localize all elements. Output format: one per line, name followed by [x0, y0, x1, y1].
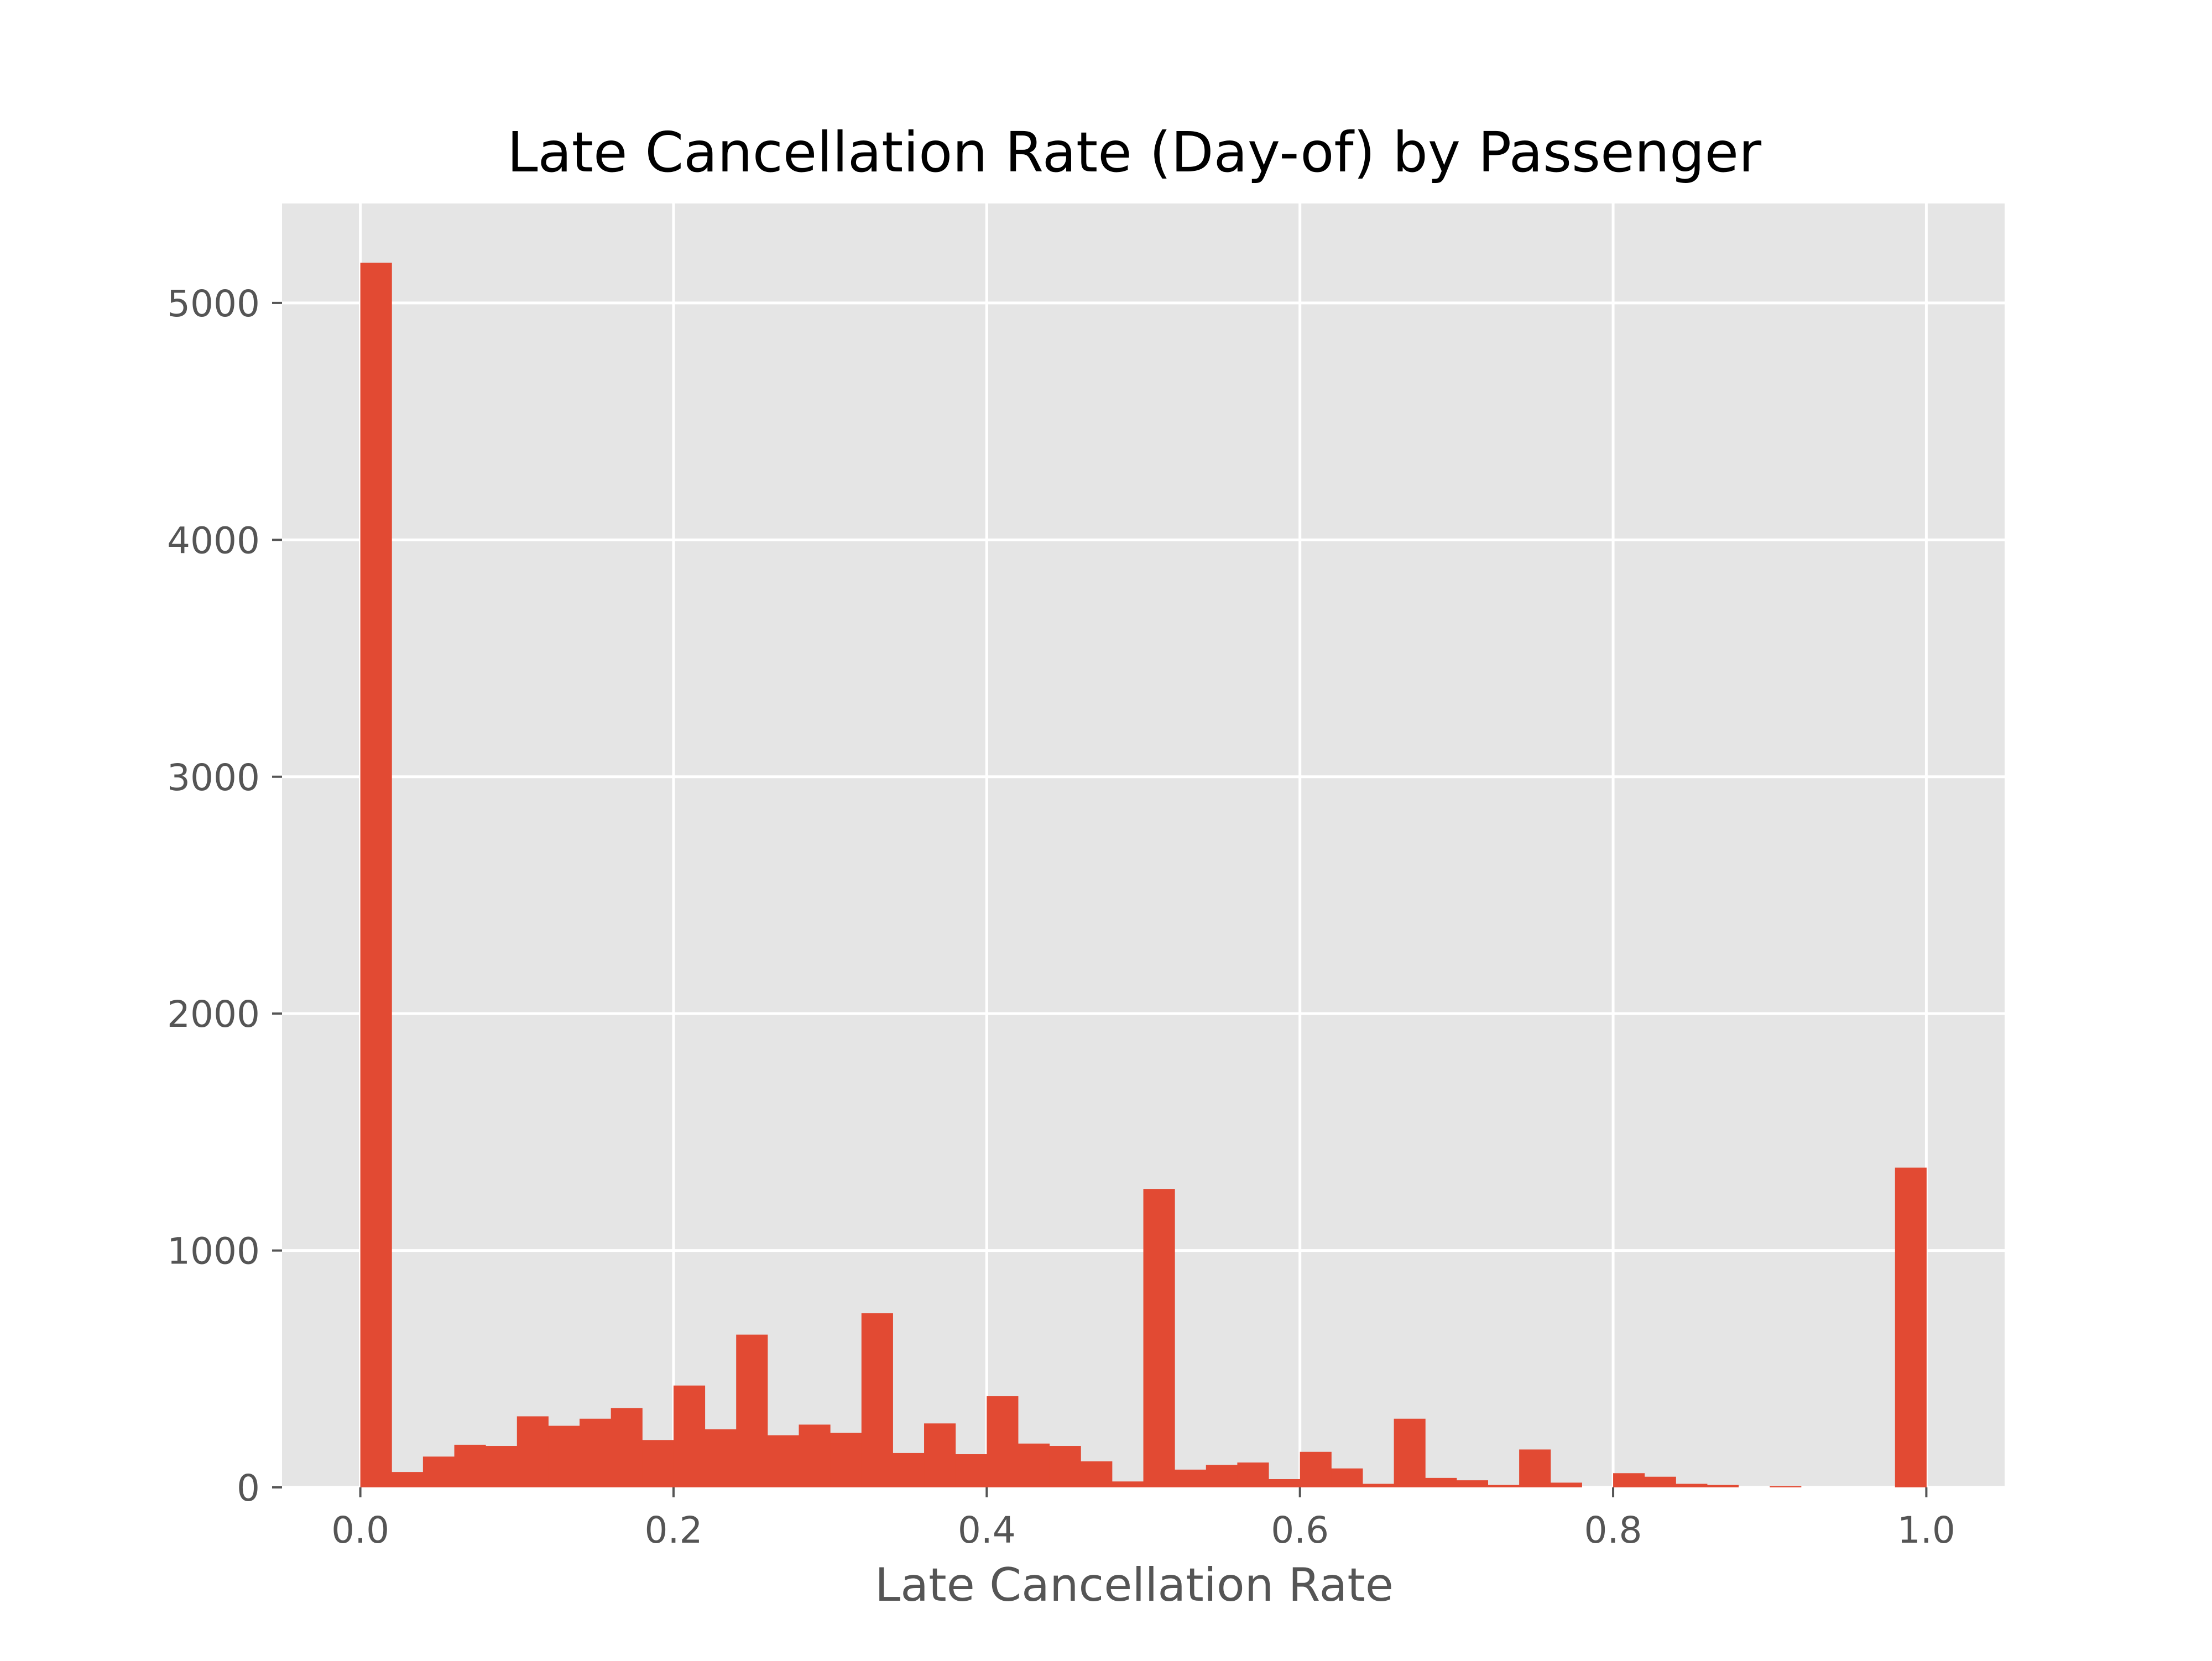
y-tick-label: 5000 [167, 283, 260, 325]
y-tick-label: 2000 [167, 993, 260, 1036]
histogram-bar [1362, 1484, 1395, 1487]
histogram-bar [1613, 1473, 1645, 1487]
histogram-bar [987, 1396, 1019, 1487]
histogram-bar [767, 1435, 799, 1487]
histogram-bar [517, 1416, 549, 1487]
chart-title: Late Cancellation Rate (Day-of) by Passe… [507, 120, 1762, 185]
histogram-bar [1175, 1469, 1207, 1487]
histogram-bar [1895, 1167, 1927, 1487]
histogram-bar [1269, 1479, 1301, 1487]
histogram-bar [580, 1418, 612, 1487]
histogram-bar [736, 1334, 768, 1487]
histogram-bar [955, 1454, 987, 1487]
histogram-bar [1456, 1480, 1488, 1487]
histogram-bar [893, 1453, 925, 1487]
histogram-bar [799, 1424, 831, 1487]
histogram-bar [1519, 1449, 1551, 1487]
histogram-bar [360, 263, 392, 1488]
histogram-bar [1112, 1481, 1144, 1487]
y-tick-label: 0 [237, 1467, 260, 1509]
histogram-bar [1081, 1461, 1113, 1487]
histogram-bar [1049, 1446, 1081, 1487]
x-tick-label: 0.2 [644, 1509, 702, 1552]
histogram-bar [1550, 1482, 1582, 1487]
x-tick-label: 0.0 [331, 1509, 389, 1552]
y-tick-label: 3000 [167, 756, 260, 799]
x-tick-label: 0.6 [1271, 1509, 1329, 1552]
histogram-bar [1394, 1418, 1426, 1487]
x-axis-ticks: 0.0 0.2 0.4 0.6 0.8 1.0 [331, 1487, 1955, 1552]
histogram-bar [705, 1429, 737, 1487]
y-axis-ticks: 0 1000 2000 3000 4000 5000 [167, 283, 282, 1509]
histogram-bar [1143, 1189, 1175, 1487]
histogram-bar [642, 1440, 674, 1487]
histogram-bar [392, 1472, 424, 1487]
histogram-bar [1206, 1465, 1238, 1487]
x-axis-label: Late Cancellation Rate [875, 1558, 1394, 1612]
histogram-bar [1237, 1462, 1269, 1487]
y-tick-label: 4000 [167, 519, 260, 562]
histogram-bar [1707, 1485, 1739, 1487]
histogram-bar [611, 1408, 643, 1487]
histogram-bar [861, 1313, 893, 1487]
x-tick-label: 0.4 [958, 1509, 1016, 1552]
histogram-bar [1676, 1484, 1708, 1487]
histogram-bar [924, 1423, 956, 1487]
histogram-bar [1331, 1468, 1363, 1487]
histogram-bar [673, 1385, 706, 1487]
histogram-bar [422, 1456, 455, 1487]
bars [360, 263, 1927, 1488]
y-tick-label: 1000 [167, 1230, 260, 1273]
histogram-bar [1488, 1485, 1520, 1487]
x-tick-label: 0.8 [1584, 1509, 1642, 1552]
histogram-bar [1018, 1443, 1050, 1487]
histogram-bar [1300, 1451, 1332, 1487]
histogram-bar [830, 1433, 862, 1487]
histogram-bar [454, 1444, 486, 1487]
histogram-bar [548, 1425, 580, 1487]
histogram-bar [1425, 1477, 1457, 1487]
histogram-bar [1644, 1476, 1676, 1487]
histogram-bar [1770, 1486, 1802, 1487]
histogram-bar [486, 1446, 518, 1487]
x-tick-label: 1.0 [1897, 1509, 1955, 1552]
